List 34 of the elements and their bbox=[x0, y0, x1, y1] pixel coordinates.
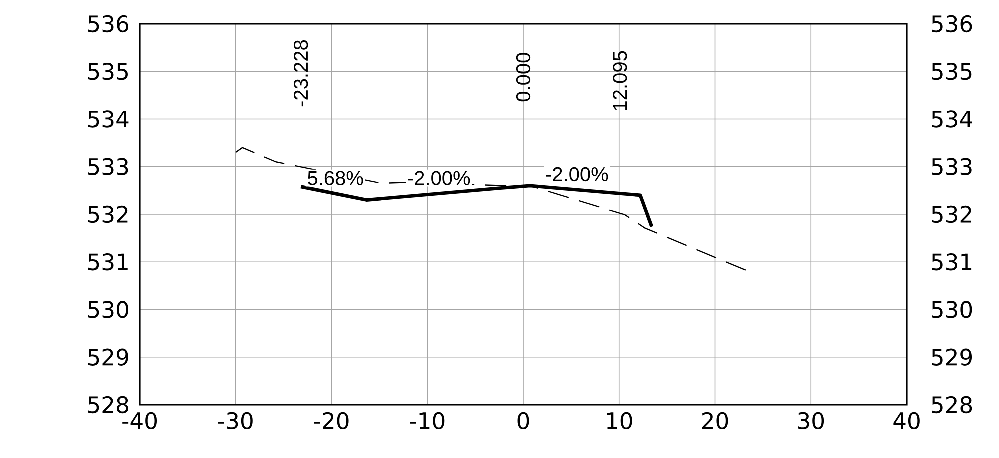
y2-tick-label: 529 bbox=[932, 348, 972, 366]
y-tick-label: 529 bbox=[88, 348, 128, 366]
line-series bbox=[299, 184, 654, 229]
y-tick-label: 532 bbox=[88, 206, 128, 224]
x-tick-label: -30 bbox=[218, 412, 253, 430]
annotation: 5.68% bbox=[308, 171, 364, 186]
x-tick-label: 20 bbox=[702, 412, 728, 430]
y-tick-label: 528 bbox=[88, 396, 128, 414]
y2-tick-label: 534 bbox=[932, 110, 972, 128]
x-tick-label: 10 bbox=[607, 412, 632, 430]
y-tick-label: 533 bbox=[88, 158, 128, 176]
x-tick-label: 40 bbox=[894, 412, 920, 430]
y-tick-label: 535 bbox=[88, 63, 128, 80]
annotation: -2.00% bbox=[408, 171, 470, 186]
y-tick-label: 531 bbox=[88, 254, 128, 271]
annotation: 12.095 bbox=[613, 51, 628, 110]
annotation: 0.000 bbox=[516, 53, 531, 102]
annotation: -23.228 bbox=[294, 40, 308, 107]
y2-tick-label: 536 bbox=[932, 15, 972, 33]
x-tick-label: 30 bbox=[798, 412, 824, 430]
x-tick-label: -20 bbox=[314, 412, 349, 430]
y2-tick-label: 528 bbox=[932, 396, 972, 414]
y-tick-label: 530 bbox=[88, 301, 128, 318]
y-tick-label: 536 bbox=[88, 15, 129, 33]
y2-tick-label: 531 bbox=[932, 254, 972, 271]
x-tick-label: -40 bbox=[122, 412, 158, 430]
y2-tick-label: 530 bbox=[932, 301, 972, 318]
y-tick-label: 534 bbox=[88, 110, 129, 128]
x-tick-label: 0 bbox=[518, 412, 530, 430]
y2-tick-label: 533 bbox=[932, 158, 972, 176]
x-tick-label: -10 bbox=[410, 412, 445, 430]
annotation: -2.00% bbox=[546, 167, 608, 182]
y2-tick-label: 535 bbox=[932, 63, 972, 80]
y2-tick-label: 532 bbox=[932, 206, 972, 224]
